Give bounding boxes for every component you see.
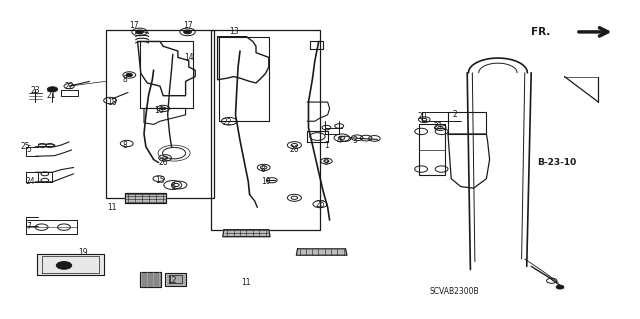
Text: 24: 24 [26,177,36,186]
Bar [106,30,214,198]
Text: 11: 11 [108,203,116,212]
Text: 1: 1 [324,141,329,150]
Text: 17: 17 [182,21,193,30]
Circle shape [47,87,58,92]
Text: 8: 8 [260,165,265,174]
Text: 20: 20 [417,112,428,121]
Text: 10: 10 [260,177,271,186]
Text: 22: 22 [65,82,74,91]
Text: 21: 21 [47,91,56,100]
Text: 8: 8 [122,141,127,150]
Circle shape [184,30,191,34]
Polygon shape [140,272,161,287]
Text: 15: 15 [155,176,165,185]
Text: 21: 21 [434,122,443,130]
Text: SCVAB2300B: SCVAB2300B [429,287,479,296]
Text: 17: 17 [129,21,140,30]
Polygon shape [125,193,166,203]
Text: 26: 26 [315,200,325,209]
Text: B-23-10: B-23-10 [537,158,577,167]
Text: 13: 13 [228,27,239,36]
Text: 22: 22 [223,118,232,127]
Text: 23: 23 [30,86,40,95]
Text: 26: 26 [158,158,168,167]
Text: 25: 25 [20,142,31,151]
Text: 16: 16 [154,106,164,115]
Polygon shape [37,254,104,275]
Text: 19: 19 [78,248,88,256]
Text: 4: 4 [337,136,342,145]
Circle shape [136,30,143,34]
Text: 11: 11 [242,278,251,287]
Text: 12: 12 [167,276,176,285]
Circle shape [556,285,564,289]
Text: FR.: FR. [531,27,550,37]
Polygon shape [165,273,186,286]
Polygon shape [223,230,270,237]
Text: 3: 3 [353,136,358,145]
Text: 18: 18 [108,98,116,107]
Text: 2: 2 [452,110,457,119]
Text: 14: 14 [184,53,194,62]
Text: 6: 6 [170,182,175,191]
Text: 9: 9 [324,158,329,167]
Bar [211,30,320,230]
Polygon shape [296,249,347,255]
Circle shape [56,262,72,269]
Text: 26: 26 [289,145,300,154]
Text: 7: 7 [26,222,31,231]
Text: 5: 5 [26,145,31,154]
Circle shape [126,73,132,77]
Text: 8: 8 [122,75,127,84]
